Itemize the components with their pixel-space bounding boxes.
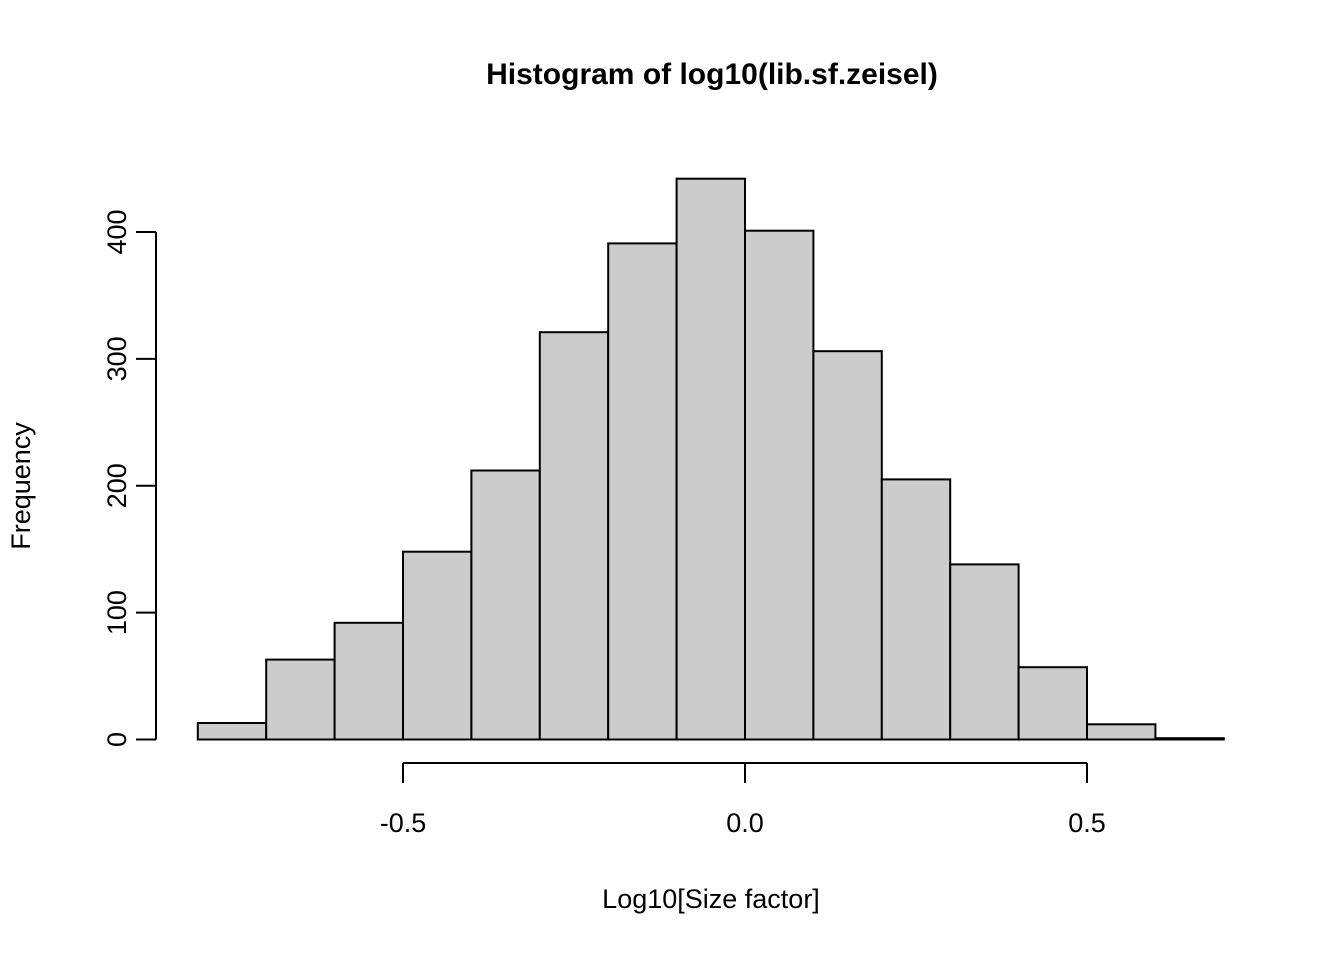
histogram-bar: [538, 331, 610, 741]
y-tick-label: 200: [102, 463, 132, 508]
y-tick-label: 300: [102, 336, 132, 381]
y-axis-label: Frequency: [6, 422, 36, 550]
axes-layer: 0 100 200 300 400 -0.5 0.0 0.5: [102, 209, 1106, 838]
histogram-bar: [402, 550, 473, 741]
histogram-bar: [744, 229, 815, 741]
y-tick-label: 400: [102, 209, 132, 254]
x-tick-label: 0.0: [726, 808, 764, 838]
bars-layer: [196, 177, 1225, 741]
chart-title: Histogram of log10(lib.sf.zeisel): [486, 58, 938, 91]
histogram-bar: [675, 177, 746, 741]
histogram-bar: [1086, 723, 1157, 741]
x-axis-label: Log10[Size factor]: [602, 884, 820, 914]
histogram-bar: [812, 350, 883, 741]
y-tick-label: 0: [102, 732, 132, 747]
histogram-bar: [880, 478, 952, 741]
histogram-bar: [333, 621, 405, 741]
histogram-bar: [607, 242, 678, 741]
histogram-bar: [1154, 737, 1225, 741]
histogram-bar: [949, 563, 1020, 741]
histogram-bar: [265, 658, 336, 741]
x-tick-label: 0.5: [1068, 808, 1106, 838]
histogram-bar: [470, 469, 541, 741]
histogram-bar: [196, 722, 268, 741]
x-tick-label: -0.5: [380, 808, 427, 838]
histogram-bar: [1017, 666, 1088, 741]
y-tick-label: 100: [102, 590, 132, 635]
